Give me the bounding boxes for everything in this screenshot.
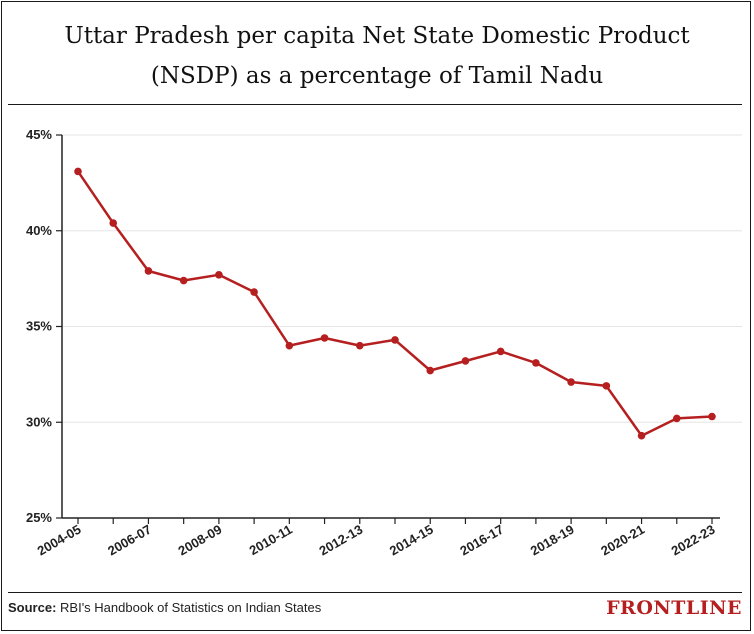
x-tick-label: 2012-13: [316, 522, 365, 559]
data-point: [285, 341, 294, 350]
data-points: [74, 167, 716, 440]
y-tick-labels: 25% 30% 35% 40% 45%: [26, 127, 52, 525]
data-point: [250, 288, 258, 296]
data-point: [672, 414, 681, 423]
chart-title: Uttar Pradesh per capita Net State Domes…: [2, 16, 752, 96]
data-point: [144, 267, 153, 275]
data-point: [496, 347, 505, 356]
y-tick-label: 35%: [26, 319, 52, 334]
data-point: [391, 336, 399, 344]
y-tick-label: 45%: [26, 127, 52, 142]
y-tick-label: 25%: [26, 510, 52, 525]
x-tick-label: 2022-23: [669, 522, 718, 559]
data-point: [426, 366, 435, 375]
y-tick-label: 30%: [26, 414, 52, 429]
data-point: [637, 431, 646, 440]
publisher-logo: FRONTLINE: [606, 597, 742, 619]
axes: [56, 134, 720, 524]
data-point: [532, 359, 540, 367]
chart-title-line-2: (NSDP) as a percentage of Tamil Nadu: [150, 63, 604, 89]
source-label: Source:: [8, 600, 57, 615]
data-point: [461, 357, 470, 365]
data-point: [179, 276, 188, 285]
data-point: [355, 341, 364, 350]
data-point: [602, 382, 611, 390]
source-text: RBI's Handbook of Statistics on Indian S…: [60, 600, 322, 615]
data-point: [708, 412, 716, 421]
data-point: [567, 378, 575, 386]
x-tick-label: 2008-09: [176, 522, 225, 559]
data-point: [109, 219, 118, 227]
x-tick-labels: 2004-05 2006-07 2008-09 2010-11 2012-13 2014-…: [35, 522, 718, 559]
x-tick-label: 2020-21: [598, 522, 647, 559]
data-point: [74, 167, 82, 176]
chart-title-line-1: Uttar Pradesh per capita Net State Domes…: [64, 23, 690, 49]
x-tick-label: 2004-05: [35, 522, 84, 559]
data-point: [215, 270, 223, 279]
x-tick-label: 2018-19: [528, 522, 577, 559]
x-tick-label: 2014-15: [387, 522, 436, 559]
gridlines: [62, 134, 742, 423]
source-note: Source: RBI's Handbook of Statistics on …: [8, 600, 321, 615]
x-tick-label: 2016-17: [457, 522, 506, 559]
x-tick-label: 2006-07: [105, 522, 154, 559]
series-line: [76, 170, 713, 437]
y-tick-label: 40%: [26, 223, 52, 238]
data-point: [320, 334, 329, 342]
x-tick-label: 2010-11: [247, 522, 295, 558]
top-divider: [8, 104, 742, 105]
bottom-divider: [8, 592, 742, 593]
